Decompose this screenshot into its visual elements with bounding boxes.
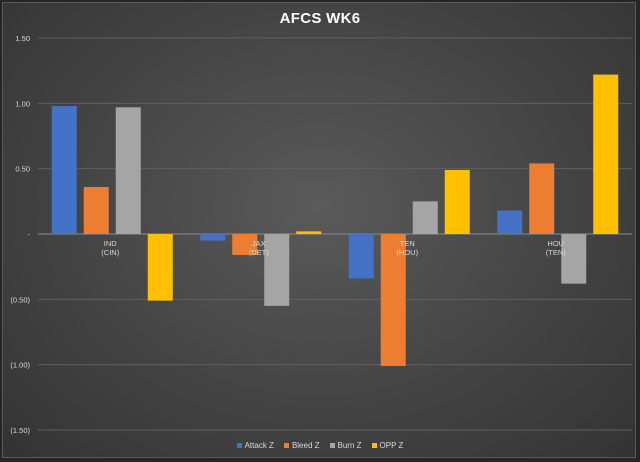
bar-attack-z [497,210,523,234]
legend-label: Burn Z [337,441,362,450]
bar-bleed-z [529,163,555,234]
bar-bleed-z [232,234,258,255]
legend-item: OPP Z [371,441,404,450]
y-tick-label: 0.50 [15,165,30,174]
bar-burn-z [115,107,141,234]
legend-label: Bleed Z [291,441,320,450]
x-category-label: (DET) [249,248,269,257]
x-category-label: (HOU) [396,248,418,257]
x-category-label: TEN [400,239,415,248]
y-tick-label: 1.50 [15,34,30,43]
y-tick-label: (1.50) [10,426,30,435]
legend-label: Attack Z [244,441,274,450]
legend-swatch [371,443,377,448]
chart-legend: Attack Z Bleed Z Burn Z OPP Z [0,441,640,450]
legend-item: Burn Z [329,441,362,450]
bar-opp-z [444,169,470,234]
bar-opp-z [147,234,173,301]
bar-opp-z [593,74,619,234]
y-tick-label: 1.00 [15,99,30,108]
bar-attack-z [200,234,226,241]
chart-title: AFCS WK6 [279,10,361,27]
bar-bleed-z [380,234,406,366]
legend-swatch [236,443,242,448]
bar-burn-z [264,234,290,306]
x-category-label: JAX [252,239,266,248]
bar-bleed-z [83,186,109,234]
legend-swatch [329,443,335,448]
x-category-label: (TEN) [546,248,566,257]
legend-swatch [283,443,289,448]
x-category-label: IND [104,239,118,248]
y-tick-label: - [28,230,31,239]
x-category-label: (CIN) [101,248,119,257]
bar-attack-z [348,234,374,279]
y-tick-label: (1.00) [10,361,30,370]
legend-item: Attack Z [236,441,274,450]
legend-item: Bleed Z [283,441,320,450]
x-category-label: HOU [547,239,564,248]
bar-attack-z [51,105,77,235]
legend-label: OPP Z [379,441,404,450]
bar-burn-z [412,201,438,234]
y-tick-label: (0.50) [10,295,30,304]
bar-opp-z [296,231,322,234]
bar-burn-z [561,234,587,284]
